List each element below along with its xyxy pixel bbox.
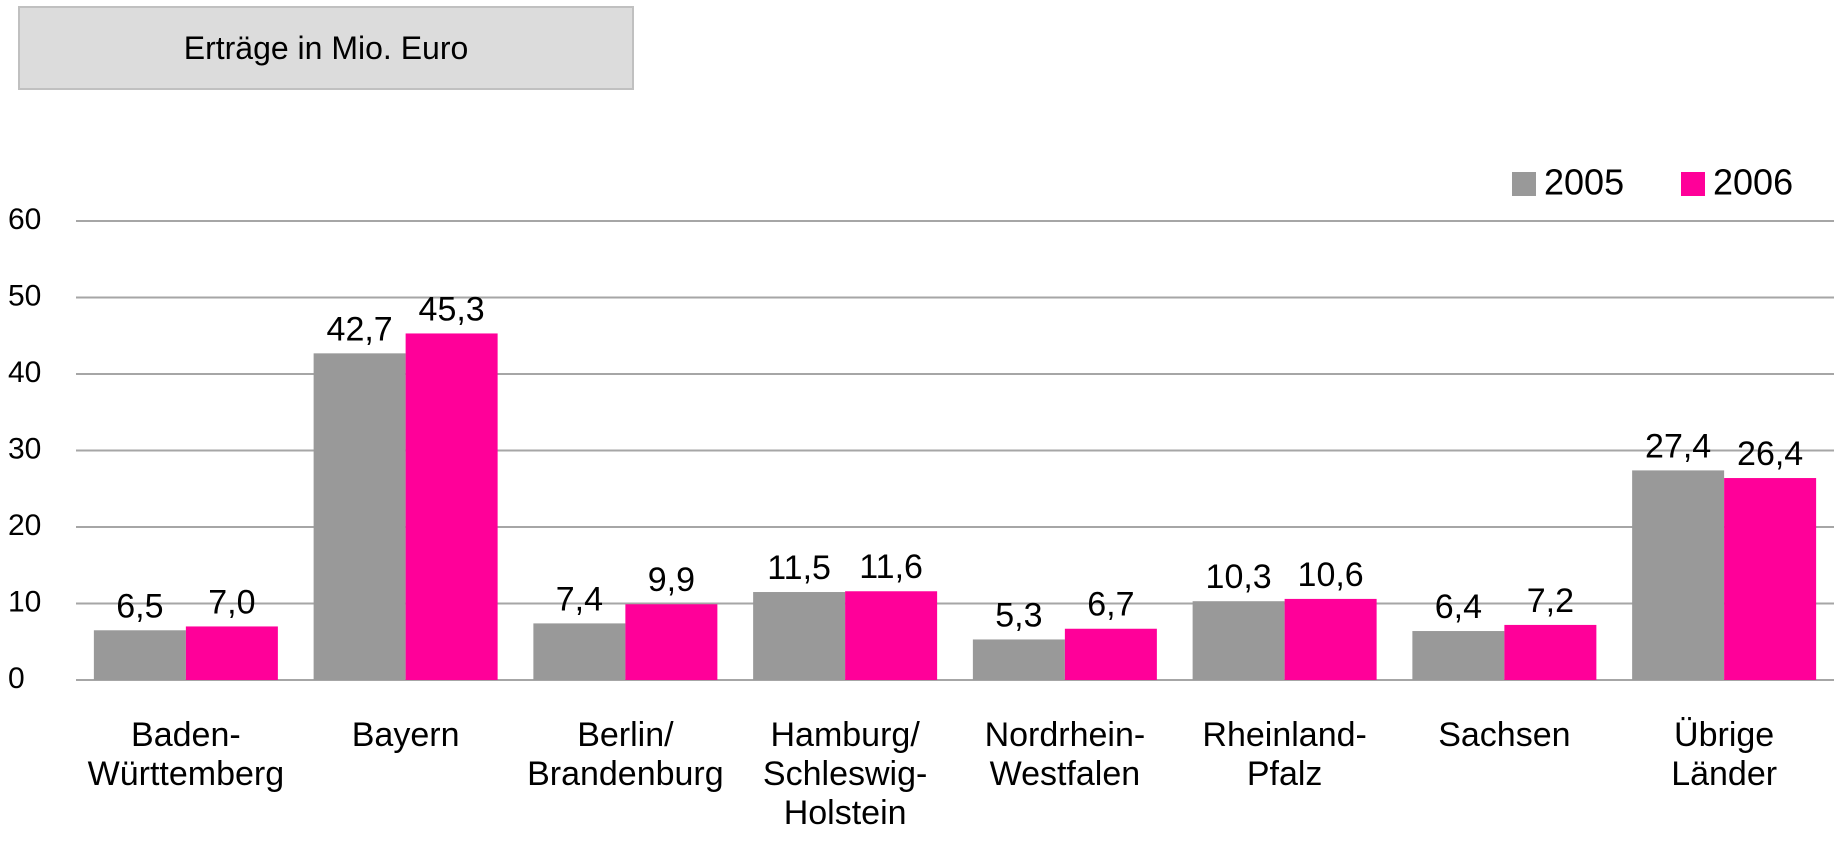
value-label: 42,7 — [327, 310, 393, 348]
bar — [1632, 470, 1725, 680]
value-label: 11,6 — [859, 548, 923, 586]
value-label: 6,7 — [1087, 586, 1134, 624]
bar — [1412, 631, 1505, 680]
bar — [405, 333, 498, 680]
bar — [93, 630, 186, 680]
legend-label: 2005 — [1544, 162, 1624, 203]
value-label: 26,4 — [1737, 435, 1803, 473]
y-tick-label: 10 — [8, 585, 41, 618]
bar — [1192, 601, 1285, 680]
value-label: 6,5 — [116, 587, 163, 625]
legend-swatch — [1681, 172, 1705, 196]
bar — [1284, 598, 1377, 680]
y-tick-label: 0 — [8, 662, 25, 695]
value-label: 7,4 — [556, 580, 603, 618]
value-label: 10,3 — [1206, 558, 1272, 596]
value-label: 9,9 — [648, 561, 695, 599]
bar — [533, 623, 626, 680]
value-label: 6,4 — [1435, 588, 1482, 626]
bar — [753, 592, 846, 680]
x-tick-label: Hamburg/ Schleswig- Holstein — [762, 716, 928, 832]
value-label: 27,4 — [1645, 427, 1711, 465]
x-tick-label: Übrige Länder — [1671, 716, 1778, 793]
y-tick-label: 30 — [8, 432, 41, 465]
value-label: 7,2 — [1527, 582, 1574, 620]
legend-swatch — [1512, 172, 1536, 196]
x-tick-label: Berlin/ Brandenburg — [527, 716, 724, 793]
value-label: 10,6 — [1298, 556, 1364, 594]
y-tick-label: 20 — [8, 509, 41, 542]
y-tick-label: 40 — [8, 356, 41, 389]
x-tick-label: Sachsen — [1438, 716, 1571, 754]
x-tick-label: Rheinland- Pfalz — [1202, 716, 1367, 793]
x-tick-label: Nordrhein- Westfalen — [984, 716, 1146, 793]
bar — [972, 639, 1065, 680]
x-tick-label: Bayern — [351, 716, 460, 754]
x-tick-label: Baden- Württemberg — [87, 716, 285, 793]
value-label: 11,5 — [767, 549, 831, 587]
value-label: 5,3 — [995, 596, 1042, 634]
bar — [625, 604, 718, 680]
bar — [845, 591, 938, 680]
value-label: 7,0 — [208, 583, 255, 621]
bar — [1504, 624, 1597, 680]
bar — [1724, 478, 1817, 680]
y-tick-label: 50 — [8, 279, 41, 312]
value-label: 45,3 — [419, 290, 485, 328]
bar — [1064, 628, 1157, 680]
bar — [185, 626, 278, 680]
chart-title: Erträge in Mio. Euro — [18, 6, 634, 90]
y-tick-label: 60 — [8, 203, 41, 236]
legend-label: 2006 — [1713, 162, 1793, 203]
bar — [313, 353, 406, 680]
